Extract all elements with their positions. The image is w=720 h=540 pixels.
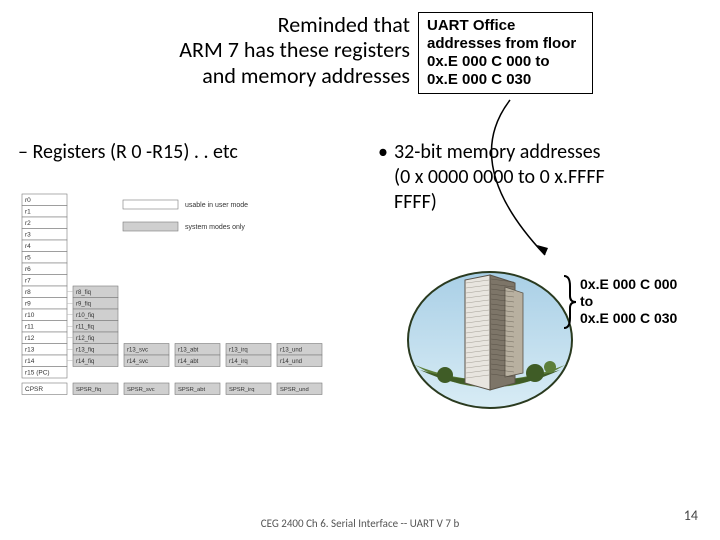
page-number: 14: [684, 507, 698, 524]
left-column: – Registers (R 0 -R15) . . etc: [18, 140, 358, 164]
svg-text:r14_irq: r14_irq: [229, 359, 248, 365]
svg-text:SPSR_fiq: SPSR_fiq: [76, 387, 101, 393]
svg-text:r0: r0: [25, 197, 31, 204]
uart-line-1: UART Office: [427, 17, 584, 35]
slide: Reminded that ARM 7 has these registers …: [0, 0, 720, 540]
registers-bullet: – Registers (R 0 -R15) . . etc: [18, 140, 358, 164]
svg-text:r9: r9: [25, 301, 31, 308]
svg-text:r14_svc: r14_svc: [127, 359, 148, 365]
register-diagram: r0 r1 r2 r3 r4 r5 r6 r7 r8 r9 r10 r11 r12 r13 r14 r15 (…: [18, 190, 363, 435]
svg-text:r8: r8: [25, 289, 31, 296]
svg-text:r13_abt: r13_abt: [178, 348, 199, 354]
brace-line-2: to: [580, 293, 715, 310]
svg-text:r7: r7: [25, 278, 31, 285]
svg-text:r6: r6: [25, 266, 31, 273]
svg-text:r13: r13: [25, 347, 35, 354]
title-line-3: and memory addresses: [140, 63, 410, 88]
svg-text:r13_irq: r13_irq: [229, 348, 248, 354]
svg-text:r10_fiq: r10_fiq: [76, 313, 94, 319]
footer-text: CEG 2400 Ch 6. Serial Interface -- UART …: [0, 517, 720, 530]
brace-icon: [560, 272, 580, 332]
svg-text:CPSR: CPSR: [25, 386, 43, 393]
memory-bullet: •32-bit memory addresses (0 x 0000 0000 …: [378, 140, 708, 215]
svg-text:r11_fiq: r11_fiq: [76, 325, 94, 331]
brace-line-3: 0x.E 000 C 030: [580, 310, 715, 327]
svg-text:r5: r5: [25, 255, 31, 262]
svg-text:r1: r1: [25, 209, 31, 216]
svg-text:r14_fiq: r14_fiq: [76, 359, 94, 365]
svg-text:r9_fiq: r9_fiq: [76, 302, 91, 308]
uart-line-3: 0x.E 000 C 000 to: [427, 53, 584, 71]
svg-text:usable in user mode: usable in user mode: [185, 202, 248, 209]
svg-text:r12_fiq: r12_fiq: [76, 336, 94, 342]
svg-text:r14_und: r14_und: [280, 359, 302, 365]
right-column: •32-bit memory addresses (0 x 0000 0000 …: [378, 140, 708, 215]
mem-line-3: FFFF): [378, 190, 437, 214]
svg-text:r11: r11: [25, 324, 34, 331]
uart-line-2: addresses from floor: [427, 35, 584, 53]
svg-text:r13_fiq: r13_fiq: [76, 348, 94, 354]
brace-line-1: 0x.E 000 C 000: [580, 276, 715, 293]
svg-text:r10: r10: [25, 312, 35, 319]
svg-text:r14: r14: [25, 358, 35, 365]
svg-text:r3: r3: [25, 232, 31, 239]
bullet-dot: •: [378, 140, 394, 165]
mem-line-2: (0 x 0000 0000 to 0 x.FFFF: [378, 165, 605, 189]
brace-label: 0x.E 000 C 000 to 0x.E 000 C 030: [580, 276, 715, 326]
svg-text:r14_abt: r14_abt: [178, 359, 199, 365]
uart-line-4: 0x.E 000 C 030: [427, 71, 584, 89]
svg-text:SPSR_abt: SPSR_abt: [178, 387, 205, 393]
uart-office-box: UART Office addresses from floor 0x.E 00…: [418, 12, 593, 94]
svg-text:r13_und: r13_und: [280, 348, 302, 354]
svg-text:r8_fiq: r8_fiq: [76, 290, 91, 296]
mem-line-1: 32-bit memory addresses: [394, 140, 600, 164]
svg-text:r12: r12: [25, 335, 35, 342]
svg-text:SPSR_irq: SPSR_irq: [229, 387, 254, 393]
svg-text:r15 (PC): r15 (PC): [25, 370, 50, 377]
svg-text:system modes only: system modes only: [185, 224, 245, 231]
title-line-2: ARM 7 has these registers: [140, 37, 410, 62]
svg-text:r4: r4: [25, 243, 31, 250]
title-line-1: Reminded that: [140, 12, 410, 37]
svg-text:r2: r2: [25, 220, 31, 227]
building-illustration: [405, 265, 575, 415]
svg-text:r13_svc: r13_svc: [127, 348, 148, 354]
svg-text:SPSR_und: SPSR_und: [280, 387, 309, 393]
svg-text:SPSR_svc: SPSR_svc: [127, 387, 155, 393]
slide-title: Reminded that ARM 7 has these registers …: [140, 12, 410, 88]
